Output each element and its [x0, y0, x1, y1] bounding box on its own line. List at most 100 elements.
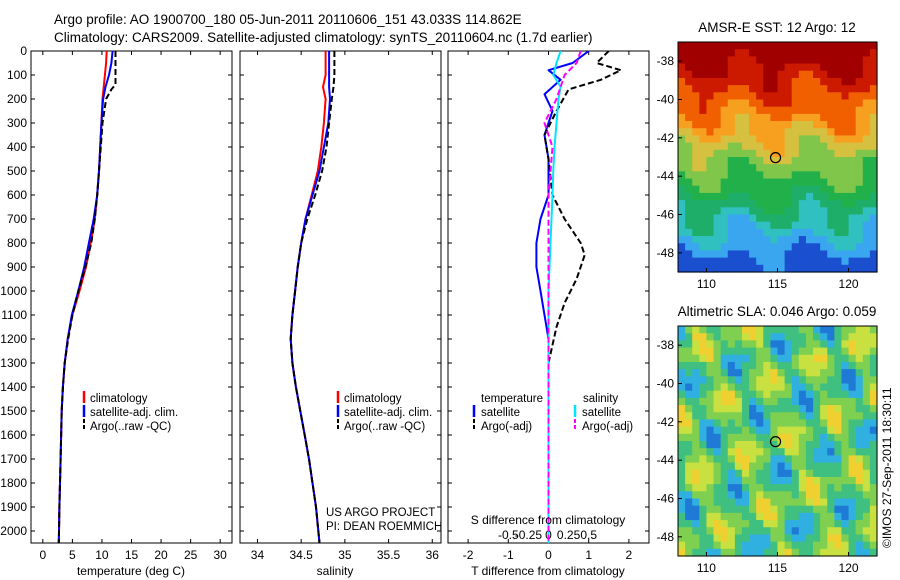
map-cell: [869, 347, 878, 356]
map-cell: [770, 121, 779, 129]
map-cell: [791, 106, 800, 115]
map-cell: [727, 405, 736, 413]
map-cell: [869, 469, 878, 478]
map-cell: [869, 264, 878, 273]
map-cell: [763, 70, 771, 79]
map-cell: [855, 77, 864, 86]
map-cell: [756, 257, 764, 266]
map-cell: [813, 512, 821, 521]
map-cell: [813, 49, 821, 57]
map-cell: [805, 469, 814, 478]
map-cell: [777, 397, 786, 406]
map-cell: [855, 135, 864, 144]
map-cell: [862, 462, 871, 471]
map-cell: [770, 448, 779, 456]
map-cell: [678, 185, 686, 194]
map-cell: [749, 92, 757, 101]
map-cell: [741, 77, 750, 86]
map-cell: [813, 541, 821, 550]
map-cell: [734, 42, 743, 50]
map-cell: [784, 42, 793, 50]
map-cell: [770, 347, 779, 356]
map-cell: [855, 257, 864, 266]
map-cell: [798, 228, 807, 237]
map-cell: [777, 484, 786, 492]
map-cell: [855, 534, 864, 543]
map-cell: [798, 527, 807, 536]
map-cell: [791, 257, 800, 266]
map-cell: [820, 142, 828, 151]
map-cell: [784, 264, 793, 273]
map-cell: [813, 42, 821, 50]
depth-tick-label: 1800: [0, 476, 27, 490]
map-cell: [777, 228, 786, 237]
map-cell: [855, 441, 864, 449]
map-cell: [820, 128, 828, 137]
map-cell: [848, 491, 857, 500]
map-cell: [813, 149, 821, 158]
map-cell: [734, 164, 743, 172]
map-cell: [869, 361, 878, 370]
map-cell: [749, 390, 757, 399]
map-cell: [805, 77, 814, 86]
map-cell: [827, 419, 835, 428]
map-cell: [791, 462, 800, 471]
map-cell: [777, 512, 786, 521]
map-cell: [741, 85, 750, 93]
map-cell: [763, 264, 771, 273]
map-cell: [798, 354, 807, 363]
map-cell: [827, 462, 835, 471]
map-cell: [727, 433, 736, 442]
map-cell: [777, 419, 786, 428]
map-cell: [741, 128, 750, 137]
map-cell: [734, 405, 743, 413]
map-cell: [678, 178, 686, 187]
depth-axis: 0100200300400500600700800900100011001200…: [0, 44, 27, 538]
map-cell: [805, 149, 814, 158]
map-cell: [770, 149, 779, 158]
map-cell: [770, 70, 779, 79]
map-cell: [791, 534, 800, 543]
map-cell: [685, 236, 693, 244]
map-y-tick-label: -46: [657, 208, 675, 222]
map-cell: [741, 157, 750, 165]
map-cell: [784, 221, 793, 230]
map-cell: [720, 178, 729, 187]
map-cell: [770, 142, 779, 151]
map-cell: [699, 157, 708, 165]
map-cell: [862, 56, 871, 65]
map-cell: [720, 157, 729, 165]
salinity-xlabel: salinity: [317, 564, 354, 578]
map-cell: [869, 390, 878, 399]
map-cell: [734, 455, 743, 464]
map-cell: [713, 121, 722, 129]
map-cell: [855, 243, 864, 252]
map-cell: [841, 361, 850, 370]
map-cell: [756, 128, 764, 137]
map-cell: [699, 113, 708, 122]
map-cell: [848, 455, 857, 464]
map-cell: [770, 185, 779, 194]
map-cell: [805, 347, 814, 356]
map-cell: [756, 505, 764, 514]
map-cell: [798, 77, 807, 86]
map-cell: [841, 236, 850, 244]
map-cell: [869, 121, 878, 129]
map-y-tick-label: -38: [657, 54, 675, 68]
map-cell: [741, 340, 750, 349]
map-cell: [756, 491, 764, 500]
map-cell: [713, 376, 722, 385]
map-cell: [791, 42, 800, 50]
map-cell: [678, 455, 686, 464]
map-cell: [770, 243, 779, 252]
map-cell: [827, 520, 835, 528]
map-cell: [841, 49, 850, 57]
map-cell: [692, 512, 700, 521]
map-cell: [734, 441, 743, 449]
map-cell: [834, 520, 843, 528]
map-cell: [862, 441, 871, 449]
map-cell: [741, 426, 750, 435]
map-cell: [862, 192, 871, 201]
map-cell: [855, 448, 864, 456]
map-cell: [798, 264, 807, 273]
